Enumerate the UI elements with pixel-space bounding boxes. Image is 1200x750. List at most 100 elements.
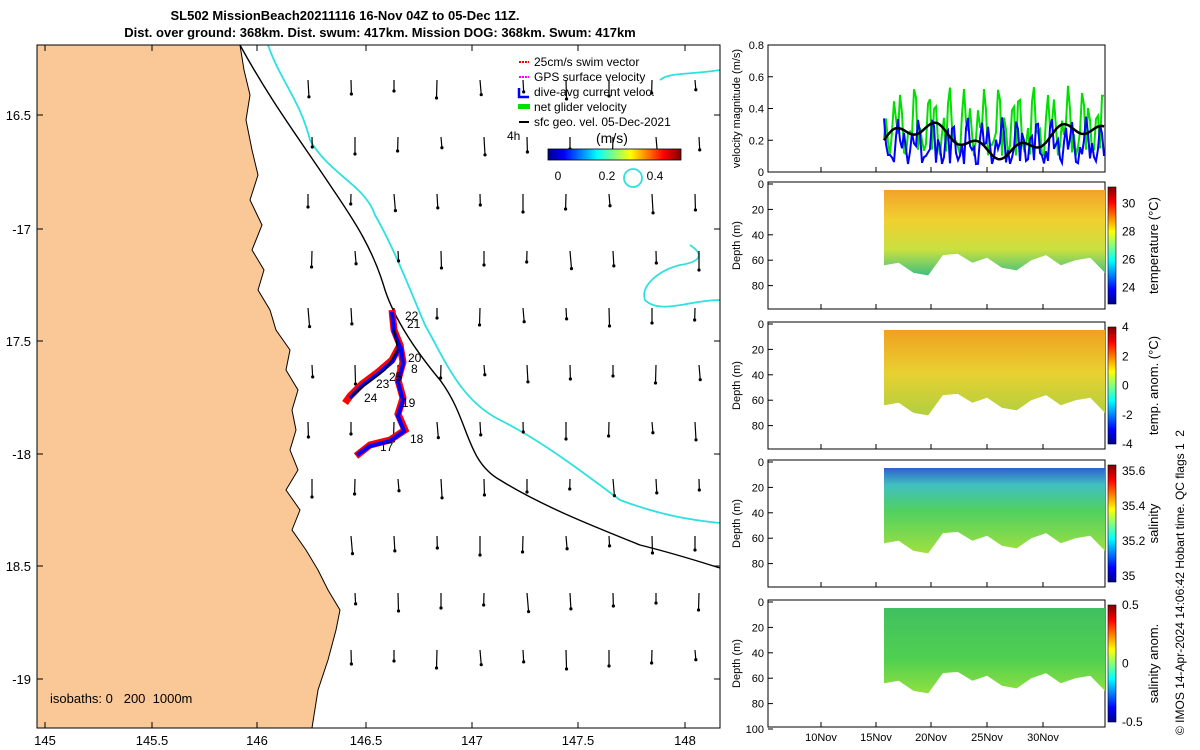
colorbar-tick: -2 <box>1122 408 1133 422</box>
y-tick-label: 60 <box>752 533 764 545</box>
colorbar-tick: 0.5 <box>1122 598 1139 612</box>
x-tick-label: 146.5 <box>350 733 383 748</box>
x-tick-label: 148 <box>674 733 696 748</box>
y-tick-label: 20 <box>752 622 764 634</box>
panel-2: 0 20 40 60 80 Depth (m) 30 28 26 24 temperature (°… <box>731 179 1161 310</box>
y-tick-label: 60 <box>752 395 764 407</box>
colorbar-tick: 0 <box>1122 657 1129 671</box>
panel-4: 0 20 40 60 80 Depth (m) 35.6 35.4 35.2 35 salinity <box>731 457 1161 588</box>
legend-item: sfc geo. vel. 05-Dec-2021 <box>534 115 671 129</box>
y-tick-label: 80 <box>752 559 764 571</box>
x-tick-label: 10Nov <box>805 732 837 744</box>
x-tick-label: 146 <box>246 733 268 748</box>
x-tick-label: 25Nov <box>971 732 1003 744</box>
map-x-axis: 145 145.5 146 146.5 147 147.5 148 <box>34 45 696 748</box>
track-label: 8 <box>411 362 418 376</box>
colorbar <box>1107 604 1117 723</box>
map-legend: 25cm/s swim vector GPS surface velocity … <box>507 55 682 183</box>
surface-velocity-vectors <box>306 79 702 671</box>
colorbar-tick: -0.5 <box>1122 715 1143 729</box>
y-tick-label: 60 <box>752 673 764 685</box>
colorbar <box>1107 326 1117 445</box>
y-tick-label: 0 <box>758 319 764 331</box>
x-tick-label: 147.5 <box>562 733 595 748</box>
y-tick-label: 20 <box>752 204 764 216</box>
chart-title-line-2: Dist. over ground: 368km. Dist. swum: 41… <box>124 25 636 40</box>
track-label: 19 <box>402 396 416 410</box>
y-tick-label: 80 <box>752 699 764 711</box>
x-tick-label: 20Nov <box>915 732 947 744</box>
track-label: 17 <box>380 440 394 454</box>
land-mass <box>37 45 341 728</box>
colorbar-tick: 28 <box>1122 224 1136 238</box>
track-labels: 22 21 20 8 19 18 17 24 23 25 <box>364 309 424 454</box>
y-tick-label: 0 <box>758 179 764 191</box>
y-axis-label: Depth (m) <box>731 499 743 548</box>
footer-credit: © IMOS 14-Apr-2024 14:06:42 Hobart time.… <box>1173 430 1187 735</box>
colorbar-tick: -4 <box>1122 437 1133 451</box>
series-sfc-geo-velocity <box>882 121 1105 161</box>
colorbar-label: salinity <box>1146 503 1161 543</box>
x-tick-label: 145 <box>34 733 56 748</box>
colorbar-tick: 0.2 <box>599 169 616 183</box>
x-tick-label: 30Nov <box>1027 732 1059 744</box>
track-label: 20 <box>408 351 422 365</box>
x-tick-label: 145.5 <box>136 733 169 748</box>
y-tick-label: 40 <box>752 508 764 520</box>
track-label: 25 <box>389 370 403 384</box>
map-y-axis: 16.5 -17 17.5 -18 18.5 -19 <box>6 108 720 687</box>
colorbar-tick: 35 <box>1122 569 1136 583</box>
glider-track <box>342 309 410 459</box>
y-tick-label: -17 <box>12 222 31 237</box>
colorbar-tick: 35.6 <box>1122 464 1146 478</box>
track-label: 22 <box>405 309 419 323</box>
track-label: 21 <box>407 317 421 331</box>
colorbar-tick: 24 <box>1122 281 1136 295</box>
y-tick-label: 60 <box>752 255 764 267</box>
x-tick-label: 15Nov <box>860 732 892 744</box>
colorbar-unit: (m/s) <box>596 130 628 146</box>
y-tick-label: 40 <box>752 648 764 660</box>
y-tick-label: 100 <box>746 724 764 736</box>
colorbar-label: salinity anom. <box>1146 624 1161 703</box>
y-tick-label: 20 <box>752 482 764 494</box>
y-tick-label: 16.5 <box>6 108 31 123</box>
isobath-200m <box>239 45 720 569</box>
y-tick-label: 20 <box>752 344 764 356</box>
y-axis-label: velocity magnitude (m/s) <box>731 49 743 168</box>
y-tick-label: 0.8 <box>749 40 764 52</box>
y-tick-label: 80 <box>752 281 764 293</box>
y-tick-label: 40 <box>752 230 764 242</box>
isobaths-label: isobaths: 0 200 1000m <box>50 691 192 706</box>
profile-section <box>884 330 1105 416</box>
y-tick-label: 0 <box>758 457 764 469</box>
colorbar <box>1107 464 1117 583</box>
isobath-1000m <box>267 45 720 524</box>
y-tick-label: 0.2 <box>749 135 764 147</box>
colorbar-tick: 0 <box>555 169 562 183</box>
colorbar-tick: 2 <box>1122 349 1129 363</box>
y-tick-label: 0 <box>758 167 764 179</box>
colorbar-tick: 0 <box>1122 379 1129 393</box>
y-tick-label: 0.6 <box>749 72 764 84</box>
map-panel: 22 21 20 8 19 18 17 24 23 25 145 145.5 146… <box>6 44 721 748</box>
colorbar <box>1107 186 1117 305</box>
legend-item: GPS surface velocity <box>534 70 645 84</box>
y-axis-label: Depth (m) <box>731 639 743 688</box>
profile-section <box>884 468 1105 554</box>
panel-1: 0.8 0.6 0.4 0.2 0 velocity magnitude (m/s) <box>731 40 1106 179</box>
colorbar-tick: 30 <box>1122 196 1136 210</box>
legend-item: dive-avg current veloc. <box>534 85 655 99</box>
y-tick-label: 0.4 <box>749 104 764 116</box>
profile-section <box>884 608 1105 694</box>
y-tick-label: 80 <box>752 421 764 433</box>
y-axis-label: Depth (m) <box>731 361 743 410</box>
colorbar-label: temperature (°C) <box>1146 197 1161 294</box>
legend-item: 25cm/s swim vector <box>534 55 639 69</box>
colorbar-tick: 35.2 <box>1122 534 1146 548</box>
colorbar-tick: 35.4 <box>1122 499 1146 513</box>
profile-section <box>884 190 1105 276</box>
